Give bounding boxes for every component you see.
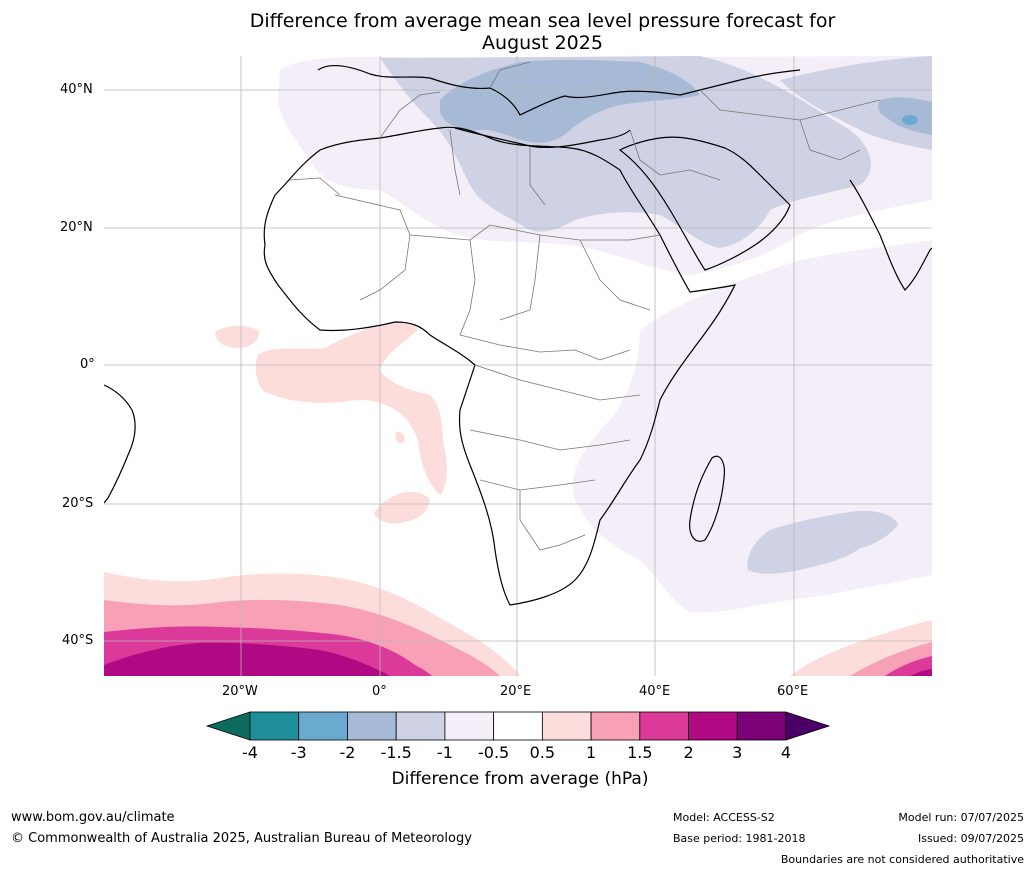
anomaly-region-grey-indian-ocean <box>747 510 898 574</box>
lon-label-20w: 20°W <box>222 684 258 699</box>
colorbar-segment <box>493 711 543 741</box>
anomaly-region-blue-mediterranean <box>440 59 700 143</box>
india-coastline <box>849 179 932 291</box>
footer-disclaimer: Boundaries are not considered authoritat… <box>780 853 1024 866</box>
anomaly-region-pink-small-3 <box>395 431 405 444</box>
mediterranean-south-coast <box>454 127 631 149</box>
colorbar-tick-label: -3 <box>290 743 307 762</box>
arabia-coastline <box>618 136 791 271</box>
anomaly-band-southeast-2-3 <box>910 669 932 676</box>
lon-label-60e: 60°E <box>777 684 809 699</box>
colorbar-segment <box>444 711 495 741</box>
graticule <box>104 56 932 676</box>
lat-label-40n: 40°N <box>60 82 93 97</box>
africa-coastline <box>263 126 737 606</box>
colorbar <box>205 711 831 741</box>
colorbar-tick-label: 4 <box>780 743 792 762</box>
lat-label-20s: 20°S <box>62 496 94 511</box>
lon-label-0: 0° <box>372 684 387 699</box>
colorbar-segment <box>347 711 397 741</box>
colorbar-tick-label: -1 <box>436 743 453 762</box>
title-line-2: August 2025 <box>482 32 603 54</box>
footer-base-period: Base period: 1981-2018 <box>673 832 806 845</box>
colorbar-title: Difference from average (hPa) <box>391 769 649 789</box>
lon-label-40e: 40°E <box>639 684 671 699</box>
colorbar-segment <box>736 711 787 741</box>
south-america-coastline <box>104 384 136 504</box>
colorbar-tick-label: 1 <box>585 743 597 762</box>
colorbar-segment <box>639 711 689 741</box>
colorbar-extend-low <box>205 711 251 741</box>
colorbar-segment <box>541 711 592 741</box>
colorbar-tick-label: 1.5 <box>627 743 653 762</box>
colorbar-tick-label: -2 <box>339 743 356 762</box>
footer-copyright: © Commonwealth of Australia 2025, Austra… <box>11 831 472 846</box>
europe-coastline <box>317 65 801 116</box>
anomaly-region-pink-small-2 <box>374 492 430 524</box>
colorbar-tick-label: -0.5 <box>478 743 510 762</box>
anomaly-region-pink-gulf-of-guinea <box>255 322 447 495</box>
lat-label-0: 0° <box>80 357 95 372</box>
colorbar-tick-label: 2 <box>683 743 694 762</box>
footer-url[interactable]: www.bom.gov.au/climate <box>11 810 175 825</box>
anomaly-region-teal-spot <box>902 115 918 125</box>
colorbar-extend-high <box>785 711 831 741</box>
colorbar-segment <box>249 711 300 741</box>
lat-label-40s: 40°S <box>62 633 94 648</box>
colorbar-segment <box>590 711 641 741</box>
title-line-1: Difference from average mean sea level p… <box>249 10 836 32</box>
anomaly-region-pink-small-1 <box>215 326 259 348</box>
footer-model: Model: ACCESS-S2 <box>673 811 775 824</box>
footer-model-run: Model run: 07/07/2025 <box>898 811 1024 824</box>
madagascar-outline <box>689 455 725 542</box>
country-boundaries <box>289 61 881 551</box>
colorbar-tick-label: 0.5 <box>529 743 556 762</box>
anomaly-band-southeast-1.5-2 <box>885 656 932 676</box>
footer-issued: Issued: 09/07/2025 <box>917 832 1024 845</box>
colorbar-segment <box>298 711 348 741</box>
lat-label-20n: 20°N <box>60 220 93 235</box>
colorbar-segment <box>688 711 738 741</box>
anomaly-region-grey-east <box>780 56 932 150</box>
colorbar-tick-label: -4 <box>242 743 258 762</box>
colorbar-tick-label: -1.5 <box>380 743 412 762</box>
chart-title: Difference from average mean sea level p… <box>0 10 1035 54</box>
anomaly-band-2-3 <box>104 642 390 676</box>
colorbar-segment <box>395 711 446 741</box>
lon-label-20e: 20°E <box>500 684 532 699</box>
colorbar-tick-label: 3 <box>732 743 743 762</box>
